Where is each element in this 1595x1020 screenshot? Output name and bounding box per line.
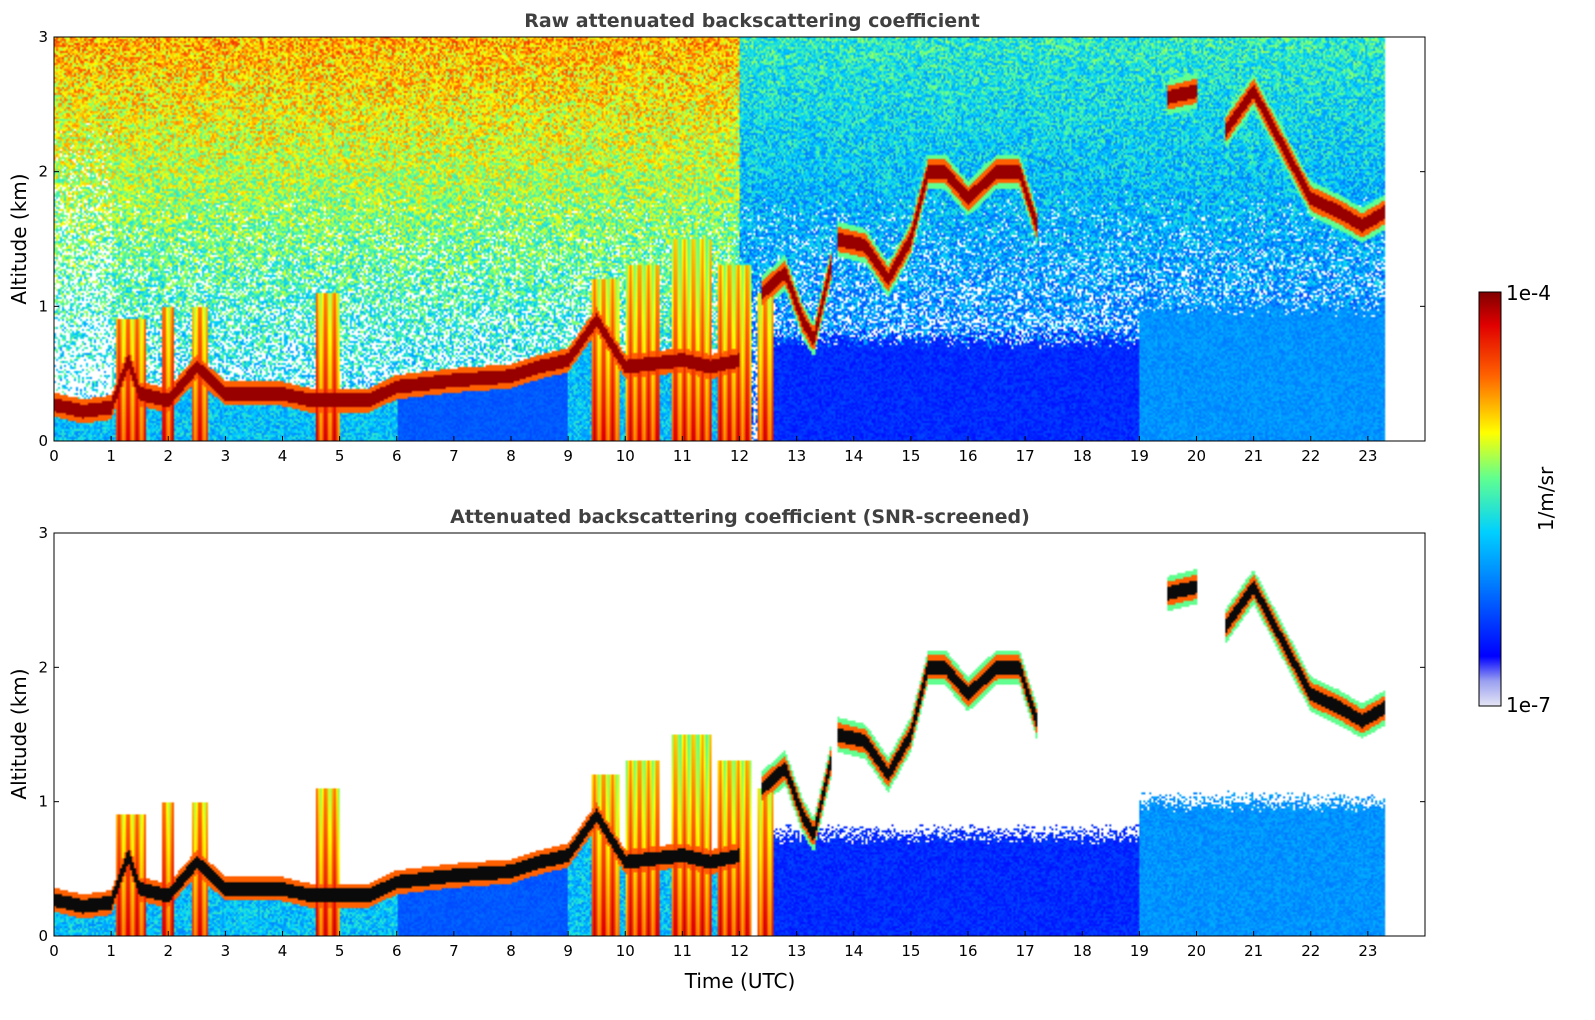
- panel-raw-title: Raw attenuated backscattering coefficien…: [524, 10, 980, 32]
- panel-raw-heatmap: [54, 37, 1425, 441]
- x-tick-label: 11: [673, 447, 692, 465]
- x-tick-label: 23: [1358, 942, 1377, 960]
- colorbar: 1e-4 1e-7 1/m/sr: [1478, 281, 1558, 717]
- x-tick-label: 14: [844, 942, 863, 960]
- x-tick-label: 8: [506, 447, 516, 465]
- x-tick-label: 20: [1187, 942, 1206, 960]
- x-tick-label: 2: [163, 942, 173, 960]
- x-tick-label: 9: [563, 447, 573, 465]
- x-tick-label: 23: [1358, 447, 1377, 465]
- x-tick-label: 21: [1244, 942, 1263, 960]
- x-tick-label: 12: [730, 942, 749, 960]
- panel-raw-axes: 0 1 2 3 4 5 6 7 8 9 10 11 12 13 14 15 16 17 18 19 20 21 22 2301…: [38, 28, 1425, 465]
- x-tick-label: 4: [278, 942, 288, 960]
- x-tick-label: 3: [221, 942, 231, 960]
- x-tick-label: 10: [616, 447, 635, 465]
- colorbar-min-label: 1e-7: [1506, 693, 1551, 717]
- panel-screened-xlabel: Time (UTC): [684, 969, 796, 993]
- y-tick-label: 0: [38, 927, 48, 945]
- x-tick-label: 15: [901, 447, 920, 465]
- x-tick-label: 7: [449, 942, 459, 960]
- panel-raw: Raw attenuated backscattering coefficien…: [7, 10, 1426, 465]
- x-tick-label: 0: [49, 942, 59, 960]
- x-tick-label: 17: [1016, 447, 1035, 465]
- colorbar-unit-label: 1/m/sr: [1534, 466, 1558, 531]
- x-tick-label: 16: [958, 447, 977, 465]
- x-tick-label: 7: [449, 447, 459, 465]
- y-tick-label: 1: [38, 793, 48, 811]
- y-tick-label: 1: [38, 297, 48, 315]
- panel-screened-heatmap: [54, 533, 1425, 936]
- x-tick-label: 0: [49, 447, 59, 465]
- x-tick-label: 18: [1073, 942, 1092, 960]
- x-tick-label: 21: [1244, 447, 1263, 465]
- y-tick-label: 3: [38, 524, 48, 542]
- x-tick-label: 14: [844, 447, 863, 465]
- x-tick-label: 20: [1187, 447, 1206, 465]
- x-tick-label: 15: [901, 942, 920, 960]
- x-tick-label: 16: [958, 942, 977, 960]
- colorbar-max-label: 1e-4: [1506, 281, 1551, 305]
- x-tick-label: 5: [335, 942, 345, 960]
- x-tick-label: 9: [563, 942, 573, 960]
- x-tick-label: 8: [506, 942, 516, 960]
- panel-screened-title: Attenuated backscattering coefficient (S…: [450, 506, 1030, 528]
- panel-screened-axes: 0 1 2 3 4 5 6 7 8 9 10 11 12 13 14 15 16 17 18 19 20 21 22 2301…: [38, 524, 1425, 960]
- x-tick-label: 1: [106, 942, 116, 960]
- x-tick-label: 18: [1073, 447, 1092, 465]
- x-tick-label: 4: [278, 447, 288, 465]
- colorbar-gradient: [1478, 291, 1502, 707]
- x-tick-label: 5: [335, 447, 345, 465]
- x-tick-label: 3: [221, 447, 231, 465]
- x-tick-label: 19: [1130, 447, 1149, 465]
- x-tick-label: 22: [1301, 447, 1320, 465]
- x-tick-label: 19: [1130, 942, 1149, 960]
- x-tick-label: 1: [106, 447, 116, 465]
- y-tick-label: 2: [38, 658, 48, 676]
- panel-screened: Attenuated backscattering coefficient (S…: [7, 506, 1426, 993]
- panel-raw-ylabel: Altitude (km): [7, 173, 31, 304]
- x-tick-label: 13: [787, 447, 806, 465]
- x-tick-label: 12: [730, 447, 749, 465]
- x-tick-label: 2: [163, 447, 173, 465]
- x-tick-label: 6: [392, 447, 402, 465]
- x-tick-label: 11: [673, 942, 692, 960]
- x-tick-label: 17: [1016, 942, 1035, 960]
- x-tick-label: 22: [1301, 942, 1320, 960]
- x-tick-label: 13: [787, 942, 806, 960]
- x-tick-label: 10: [616, 942, 635, 960]
- y-tick-label: 2: [38, 163, 48, 181]
- panel-screened-ylabel: Altitude (km): [7, 668, 31, 799]
- x-tick-label: 6: [392, 942, 402, 960]
- y-tick-label: 3: [38, 28, 48, 46]
- y-tick-label: 0: [38, 432, 48, 450]
